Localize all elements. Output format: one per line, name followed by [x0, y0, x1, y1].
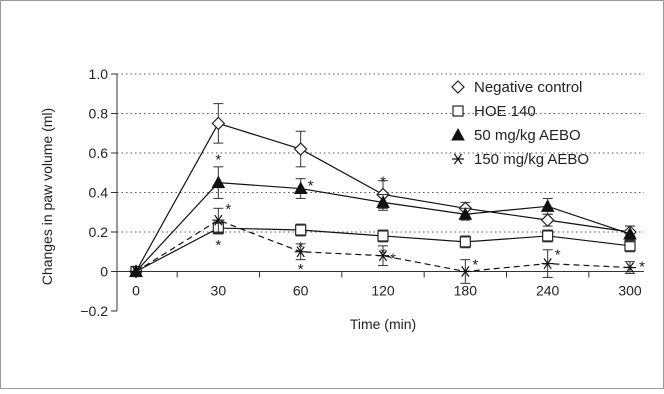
x-tick-label: 120	[371, 283, 395, 299]
legend-marker	[451, 80, 465, 94]
significance-mark: *	[215, 152, 221, 169]
x-tick-label: 240	[536, 283, 560, 299]
diamond-marker	[293, 142, 308, 156]
triangle-marker	[623, 226, 637, 240]
asterisk-stroke	[296, 246, 305, 258]
y-axis-label: Changes in paw volume (ml)	[39, 108, 55, 285]
y-tick-label: 0.8	[89, 106, 109, 122]
data-point	[377, 250, 389, 262]
data-point	[459, 236, 471, 248]
legend-entry-2: 50 mg/kg AEBO	[451, 127, 581, 144]
data-point	[458, 207, 473, 220]
data-point	[211, 175, 226, 189]
triangle-marker	[458, 207, 473, 220]
y-tick-label: 0	[100, 264, 108, 280]
legend: Negative control HOE 140 50 mg/kg AEBO 150 …	[451, 79, 589, 168]
significance-mark: *	[472, 257, 478, 274]
data-point	[211, 116, 226, 131]
asterisk-stroke	[214, 214, 223, 226]
triangle-marker	[293, 181, 308, 195]
legend-label: 150 mg/kg AEBO	[474, 151, 589, 168]
legend-label: HOE 140	[474, 103, 536, 120]
square-marker	[377, 230, 389, 242]
square-marker	[295, 224, 307, 236]
y-tick-label: −0.2	[80, 303, 108, 319]
significance-mark: *	[215, 237, 221, 254]
legend-marker	[452, 105, 464, 117]
series-3: * * * * * *	[130, 201, 645, 284]
significance-mark: *	[555, 247, 561, 264]
significance-mark: *	[380, 173, 386, 190]
significance-mark: *	[225, 201, 231, 218]
data-point	[540, 199, 555, 212]
x-tick-label: 0	[132, 283, 140, 299]
series-2: * * *	[129, 152, 637, 277]
diamond-marker	[451, 80, 465, 94]
data-point	[130, 266, 142, 277]
square-marker	[459, 236, 471, 248]
asterisk-stroke	[131, 266, 141, 277]
asterisk-stroke	[378, 250, 388, 262]
legend-marker	[452, 153, 464, 165]
asterisk-stroke	[461, 266, 470, 277]
significance-mark: *	[639, 259, 645, 276]
y-tick-label: 0.6	[89, 145, 109, 161]
data-point	[623, 226, 637, 240]
significance-mark: *	[298, 261, 304, 278]
x-tick-label: 60	[293, 283, 309, 299]
diamond-marker	[540, 213, 555, 227]
y-tick-label: 0.4	[89, 185, 109, 201]
data-point	[294, 246, 307, 258]
data-point	[542, 230, 554, 242]
y-tick-label: 0.2	[89, 224, 109, 240]
x-tick-label: 180	[454, 283, 478, 299]
significance-mark: *	[390, 251, 396, 268]
asterisk-stroke	[543, 258, 552, 270]
square-marker	[542, 230, 554, 242]
triangle-marker	[540, 199, 555, 212]
diamond-marker	[211, 116, 226, 131]
triangle-marker	[451, 127, 465, 141]
legend-label: 50 mg/kg AEBO	[474, 127, 581, 144]
legend-entry-0: Negative control	[451, 79, 582, 96]
data-point	[293, 142, 308, 156]
data-point	[541, 258, 554, 270]
triangle-marker	[211, 175, 226, 189]
x-axis-label: Time (min)	[350, 316, 416, 332]
legend-entry-3: 150 mg/kg AEBO	[452, 151, 589, 168]
significance-mark: *	[308, 178, 314, 195]
y-tick-label: 1.0	[89, 66, 109, 82]
data-point	[295, 224, 307, 236]
x-tick-label: 300	[618, 283, 642, 299]
square-marker	[452, 105, 464, 117]
data-point	[377, 230, 389, 242]
data-point	[540, 213, 555, 227]
asterisk-stroke	[625, 262, 635, 273]
x-tick-label: 30	[211, 283, 227, 299]
triangle-marker	[376, 195, 390, 208]
data-series: ************	[129, 103, 645, 284]
asterisk-stroke	[453, 153, 463, 165]
data-point	[624, 262, 636, 273]
data-point	[376, 195, 390, 208]
legend-label: Negative control	[474, 79, 582, 96]
data-point	[293, 181, 308, 195]
data-point	[459, 266, 472, 277]
legend-marker	[451, 127, 465, 141]
axes: −0.2 0 0.2 0.4 0.6 0.8 1.0 0 30 60 120 180 240 300 Tim…	[39, 66, 644, 332]
legend-entry-1: HOE 140	[452, 103, 536, 120]
data-point	[212, 214, 225, 226]
